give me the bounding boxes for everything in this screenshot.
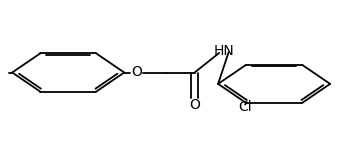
- Text: O: O: [189, 98, 200, 112]
- Text: Cl: Cl: [238, 100, 252, 114]
- Text: O: O: [131, 66, 142, 79]
- Text: HN: HN: [213, 44, 234, 58]
